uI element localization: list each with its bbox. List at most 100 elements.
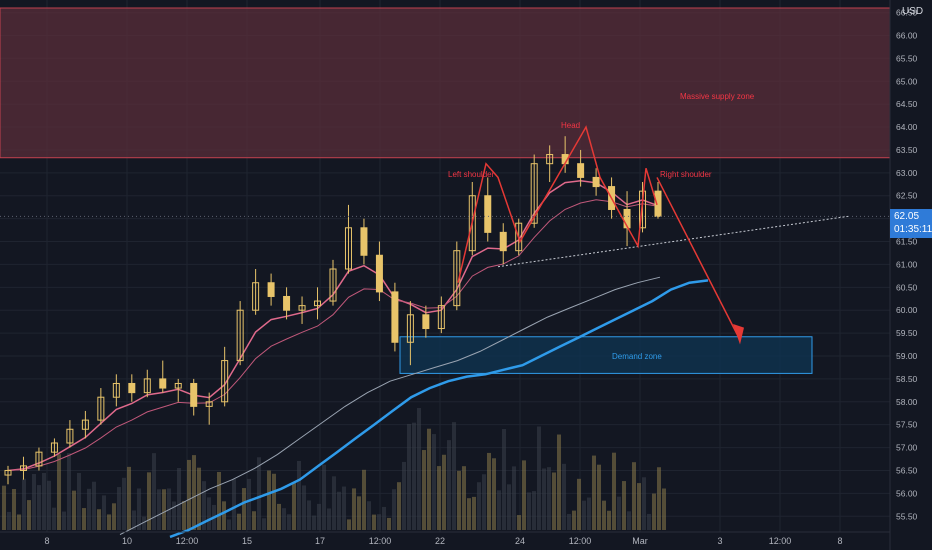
candle-body	[236, 309, 244, 362]
volume-bar	[402, 461, 406, 530]
volume-bar	[77, 472, 81, 530]
candle-body	[19, 465, 27, 471]
volume-bar	[412, 422, 416, 530]
volume-bar	[282, 508, 286, 530]
volume-bar	[432, 434, 436, 530]
price-tick-label: 65.00	[896, 76, 918, 86]
candles	[4, 136, 662, 485]
volume-bar	[112, 503, 116, 530]
price-tick-label: 57.50	[896, 420, 918, 430]
projection-arrow	[656, 177, 741, 341]
volume-bar	[387, 517, 391, 530]
volume-bar	[492, 458, 496, 530]
volume-bar	[262, 518, 266, 530]
candle-body	[314, 300, 322, 307]
projection-arrow-head	[733, 323, 744, 345]
supply-zone-label: Massive supply zone	[680, 92, 755, 101]
price-tick-label: 66.00	[896, 30, 918, 40]
candle-body	[468, 195, 476, 252]
volume-bar	[602, 500, 606, 530]
time-axis[interactable]: 8 10 12:00 15 17 12:00 22 24 12:00 Mar 3 12:00 8	[0, 531, 890, 546]
volume-bar	[152, 453, 156, 530]
volume-bar	[477, 482, 481, 530]
volume-bar	[7, 511, 11, 530]
volume-bar	[132, 510, 136, 530]
time-tick-label: 15	[242, 536, 252, 546]
volume-bar	[332, 476, 336, 530]
volume-bar	[637, 483, 641, 530]
volume-bar	[192, 455, 196, 530]
candle-body	[128, 382, 136, 394]
volume-bar	[357, 496, 361, 530]
candle-body	[484, 195, 492, 233]
candle-body	[577, 163, 585, 178]
candle-body	[174, 382, 182, 389]
volume-bar	[367, 501, 371, 530]
volume-bar	[12, 488, 16, 530]
volume-bar	[222, 501, 226, 530]
volume-bar	[227, 519, 231, 530]
volume-bar	[97, 509, 101, 530]
candle-body	[66, 428, 74, 444]
volume-bar	[272, 473, 276, 530]
volume-bar	[552, 472, 556, 530]
volume-bar	[547, 467, 551, 530]
volume-bar	[327, 508, 331, 530]
volume-bar	[407, 423, 411, 530]
volume-bar	[17, 514, 21, 530]
demand-zone	[399, 336, 813, 374]
volume-bar	[287, 514, 291, 530]
volume-bar	[2, 485, 6, 530]
price-tick-label: 57.00	[896, 443, 918, 453]
candle-body	[530, 163, 538, 224]
candle-body	[654, 190, 662, 217]
time-tick-label: 12:00	[369, 536, 392, 546]
volume-bar	[587, 497, 591, 530]
volume-bar	[517, 515, 521, 530]
candle-body	[267, 282, 275, 297]
price-tick-label: 55.50	[896, 511, 918, 521]
time-tick-label: 24	[515, 536, 525, 546]
candle-body	[406, 314, 414, 343]
volume-bar	[217, 471, 221, 530]
volume-bar	[482, 474, 486, 530]
volume-bar	[592, 455, 596, 530]
volume-bar	[277, 503, 281, 530]
currency-label: USD	[902, 6, 924, 17]
volume-bar	[177, 467, 181, 530]
time-tick-label: 12:00	[769, 536, 792, 546]
price-tick-label: 56.50	[896, 465, 918, 475]
volume-bar	[597, 464, 601, 530]
volume-bar	[117, 487, 121, 530]
volume-bar	[577, 478, 581, 530]
volume-bar	[532, 491, 536, 530]
volume-bar	[392, 489, 396, 530]
volume-bar	[232, 478, 236, 530]
volume-bar	[497, 490, 501, 530]
volume-bar	[537, 426, 541, 530]
volume-bar	[502, 428, 506, 530]
volume-bar	[342, 486, 346, 530]
volume-bar	[452, 422, 456, 530]
volume-bar	[47, 480, 51, 530]
volume-bar	[122, 477, 126, 530]
candle-body	[35, 451, 43, 467]
candle-body	[143, 378, 151, 394]
volume-bar	[312, 515, 316, 530]
volume-bar	[52, 507, 56, 530]
price-tick-label: 60.00	[896, 305, 918, 315]
price-tick-label: 65.50	[896, 53, 918, 63]
volume-bar	[522, 460, 526, 530]
volume-bar	[267, 470, 271, 530]
left-shoulder-label: Left shoulder	[448, 170, 495, 179]
head-and-shoulders-line	[457, 125, 658, 283]
time-tick-label: 12:00	[569, 536, 592, 546]
price-axis[interactable]: 55.50 56.00 56.50 57.00 57.50 58.00 58.50 59.00…	[889, 0, 918, 550]
volume-bar	[137, 488, 141, 530]
candle-body	[221, 360, 229, 403]
candle-body	[50, 442, 58, 453]
volume-bar	[127, 466, 131, 530]
price-tick-label: 59.00	[896, 351, 918, 361]
volume-bar	[562, 463, 566, 530]
